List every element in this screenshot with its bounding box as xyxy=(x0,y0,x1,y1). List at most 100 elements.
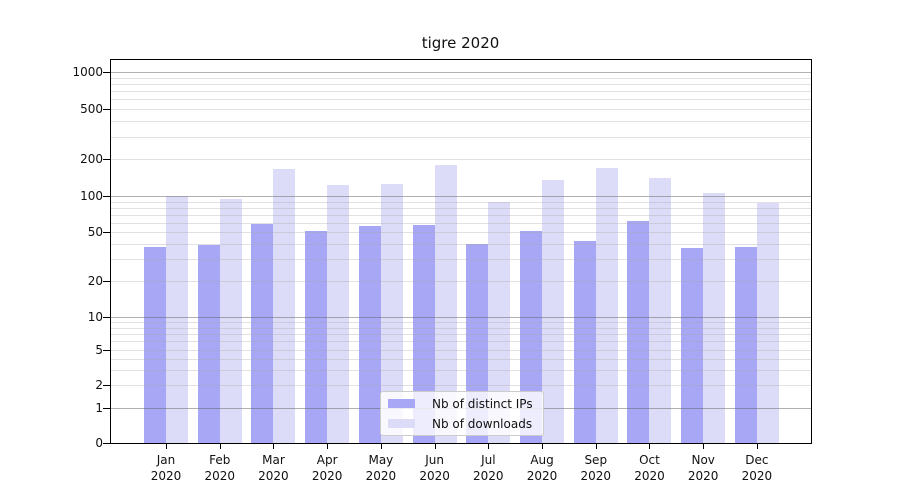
y-tick-label: 500 xyxy=(80,102,103,116)
bar-distinct-ips-apr xyxy=(305,230,328,443)
legend-swatch xyxy=(388,419,415,428)
y-tick xyxy=(103,281,110,282)
x-tick-label: Mar 2020 xyxy=(245,452,301,484)
bar-distinct-ips-may xyxy=(358,226,381,443)
y-tick-label: 50 xyxy=(87,225,103,239)
y-gridline-minor xyxy=(111,281,811,282)
y-gridline-major xyxy=(111,72,811,73)
x-tick xyxy=(649,444,651,449)
bar-distinct-ips-sep xyxy=(573,241,596,443)
bar-distinct-ips-mar xyxy=(251,224,274,443)
bar-downloads-mar xyxy=(273,169,296,443)
y-tick-label: 1000 xyxy=(72,65,103,79)
y-gridline-minor xyxy=(111,259,811,261)
bar-downloads-feb xyxy=(219,199,242,443)
bar-downloads-dec xyxy=(756,203,779,443)
x-label-year: 2020 xyxy=(311,469,343,483)
legend-item: Nb of downloads xyxy=(387,415,537,432)
bar-downloads-jul xyxy=(488,202,511,443)
x-label-month: Jul xyxy=(481,453,496,467)
x-label-year: 2020 xyxy=(419,469,450,483)
plot-spine-top xyxy=(110,59,812,60)
bar-downloads-aug xyxy=(542,179,565,443)
x-label-year: 2020 xyxy=(204,469,235,483)
y-gridline-minor xyxy=(111,121,811,123)
y-gridline-minor xyxy=(111,222,811,224)
y-tick-label: 2 xyxy=(95,378,103,392)
x-tick-label: Feb 2020 xyxy=(192,452,248,484)
x-tick xyxy=(380,444,382,449)
x-tick xyxy=(488,444,490,449)
y-tick xyxy=(103,317,110,318)
x-label-month: Jun xyxy=(425,453,444,467)
x-label-month: May xyxy=(368,453,394,467)
x-tick xyxy=(703,444,705,449)
x-label-month: Apr xyxy=(316,453,338,467)
x-tick xyxy=(327,444,329,449)
x-tick xyxy=(166,444,167,449)
x-tick xyxy=(756,444,758,449)
x-tick-label: Oct 2020 xyxy=(621,452,677,484)
bar-downloads-jan xyxy=(166,196,188,443)
y-tick xyxy=(103,232,110,233)
x-label-year: 2020 xyxy=(473,469,504,483)
x-label-year: 2020 xyxy=(741,469,773,483)
x-label-month: Aug xyxy=(530,453,554,467)
y-gridline-minor xyxy=(111,201,811,203)
y-gridline-minor xyxy=(111,159,811,160)
y-gridline-minor xyxy=(111,109,811,110)
y-gridline-minor xyxy=(111,77,811,79)
y-gridline-minor xyxy=(111,327,811,329)
x-tick-label: Nov 2020 xyxy=(675,452,731,484)
x-tick-label: Jul 2020 xyxy=(460,452,516,484)
legend-item: Nb of distinct IPs xyxy=(387,395,537,412)
y-gridline-minor xyxy=(111,341,811,343)
x-tick xyxy=(273,444,275,449)
x-label-month: Sep xyxy=(584,453,608,467)
y-tick xyxy=(103,408,110,409)
y-tick-label: 10 xyxy=(87,310,103,324)
y-tick-label: 200 xyxy=(80,152,103,166)
y-tick xyxy=(103,443,110,444)
x-label-month: Jan xyxy=(156,453,176,467)
y-gridline-minor xyxy=(111,83,811,85)
y-tick xyxy=(103,196,110,197)
x-tick xyxy=(542,444,544,449)
x-label-year: 2020 xyxy=(580,469,612,483)
y-gridline-minor xyxy=(111,322,811,323)
y-gridline-minor xyxy=(111,214,811,216)
legend: Nb of distinct IPs Nb of downloads xyxy=(380,391,544,436)
plot-spine-right xyxy=(811,59,812,444)
x-tick-label: Jan 2020 xyxy=(138,452,194,484)
x-tick-label: Aug 2020 xyxy=(514,452,570,484)
chart-title: tigre 2020 xyxy=(421,34,500,52)
y-gridline-major xyxy=(111,196,811,197)
legend-swatch xyxy=(388,399,415,408)
plot-spine-left xyxy=(110,59,111,444)
y-gridline-minor xyxy=(111,136,811,138)
x-tick-label: Apr 2020 xyxy=(299,452,355,484)
legend-label: Nb of distinct IPs xyxy=(432,396,533,411)
y-tick-label: 0 xyxy=(95,436,103,450)
y-gridline-major xyxy=(111,317,811,318)
y-gridline-minor xyxy=(111,207,811,209)
y-tick xyxy=(103,72,110,73)
x-label-month: Dec xyxy=(745,453,769,467)
y-gridline-minor xyxy=(111,232,811,233)
x-label-month: Feb xyxy=(209,453,231,467)
bar-distinct-ips-nov xyxy=(681,248,704,443)
x-label-year: 2020 xyxy=(150,469,182,483)
x-tick xyxy=(595,444,597,449)
bar-downloads-apr xyxy=(327,184,350,443)
y-gridline-minor xyxy=(111,385,811,386)
y-gridline-minor xyxy=(111,334,811,335)
bar-distinct-ips-feb xyxy=(197,245,220,443)
y-gridline-minor xyxy=(111,91,811,92)
y-gridline-minor xyxy=(111,99,811,101)
bar-downloads-sep xyxy=(595,167,618,443)
x-tick-label: Sep 2020 xyxy=(568,452,624,484)
y-gridline-minor xyxy=(111,369,811,371)
x-tick-label: Jun 2020 xyxy=(407,452,463,484)
bar-distinct-ips-dec xyxy=(734,246,757,443)
